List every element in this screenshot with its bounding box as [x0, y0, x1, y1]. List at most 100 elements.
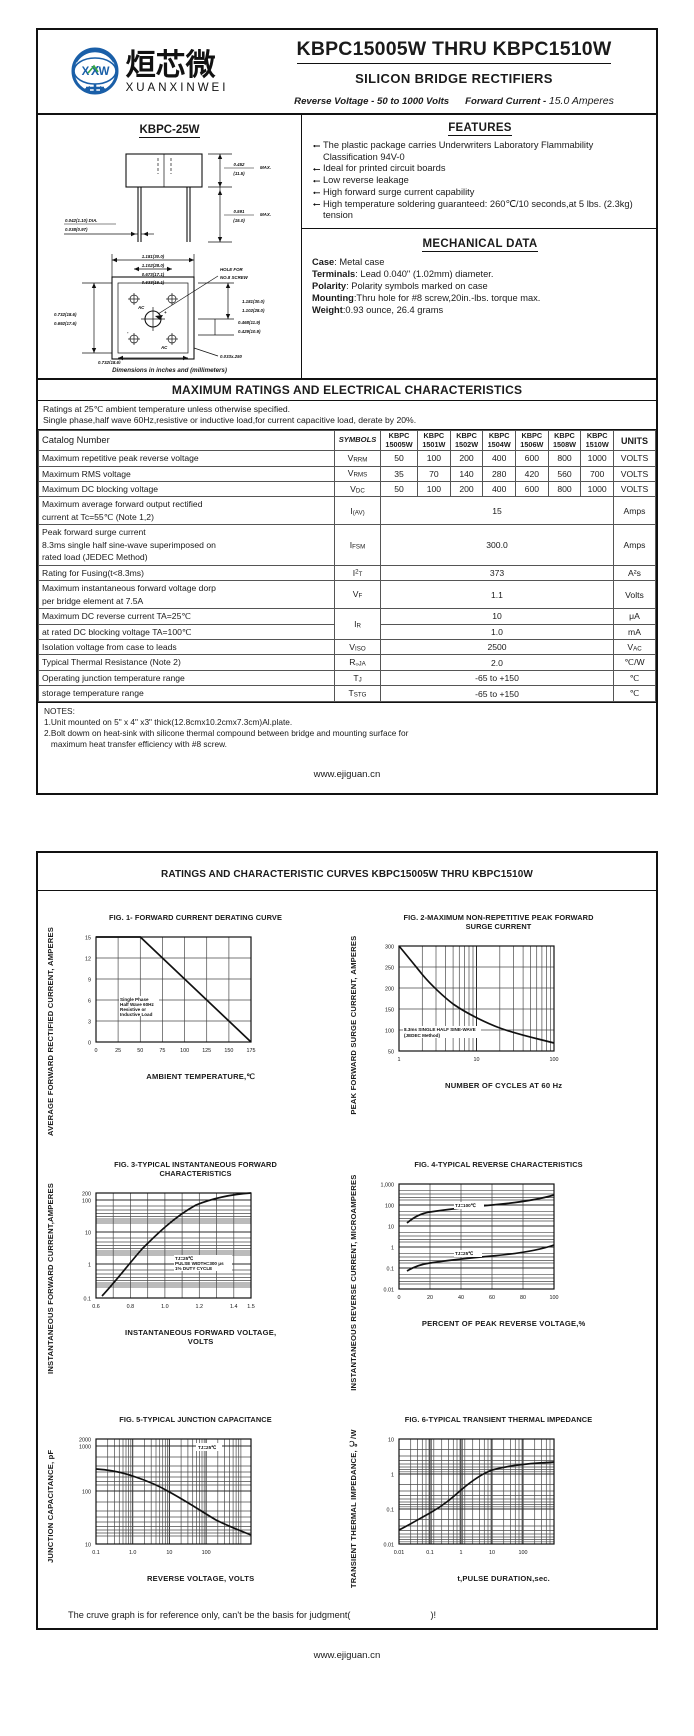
row-value-span: -65 to +150 — [380, 669, 614, 687]
row-unit: ℃ — [613, 669, 656, 687]
header-rating-line: Reverse Voltage - 50 to 1000 Volts Forwa… — [262, 95, 646, 107]
fig3-xtick: 1.4 — [230, 1304, 238, 1310]
row-desc: Maximum DC blocking voltage — [38, 481, 335, 498]
row-value: 420 — [515, 465, 549, 483]
company-name-cn: 烜芯微 — [125, 47, 216, 83]
fig2-ytick: 100 — [385, 1029, 394, 1035]
fig4-ylabel: INSTANTANEOUS REVERSE CURRENT, MICROAMPE… — [349, 1174, 358, 1391]
page2-footer-site[interactable]: www.ejiguan.cn — [313, 1650, 381, 1662]
mechanical-row: Polarity: Polarity symbols marked on cas… — [312, 281, 488, 292]
row-symbol: VRMS — [334, 465, 381, 483]
row-unit: ℃/W — [613, 654, 656, 671]
curves-grid: FIG. 1- FORWARD CURRENT DERATING CURVE A… — [38, 891, 656, 1599]
row-symbol: IFSM — [334, 524, 381, 566]
fig5-ytick: 10 — [85, 1543, 91, 1549]
row-value-span: 2.0 — [380, 654, 614, 671]
row-symbol: TJ — [334, 669, 381, 687]
mechanical-row: Terminals: Lead 0.040" (1.02mm) diameter… — [312, 269, 494, 279]
row-value: 50 — [379, 481, 419, 498]
mechanical-row: Weight:0.93 ounce, 26.4 grams — [312, 305, 444, 316]
dim-w2b: 0.633(16.1) — [142, 280, 165, 285]
fig2-ytick: 200 — [385, 987, 394, 993]
row-symbol: VISO — [334, 639, 381, 656]
fig1-xtick: 125 — [203, 1048, 212, 1054]
row-value-span: 15 — [380, 496, 614, 526]
row-value: 100 — [417, 450, 451, 467]
fig5-xtick: 100 — [202, 1550, 211, 1556]
fig5-title: FIG. 5-TYPICAL JUNCTION CAPACITANCE — [119, 1414, 272, 1424]
fig4-ytick: 100 — [385, 1204, 394, 1210]
table-row: Maximum DC reverse current TA=25℃ IR 10 … — [38, 608, 656, 641]
feature-item: High forward surge current capability — [312, 187, 648, 199]
page1-sheet: X X W 烜芯微 XUANXINWEI — [36, 28, 658, 795]
dim-h1b: (11.5) — [233, 171, 245, 176]
feature-item: The plastic package carries Underwriters… — [312, 140, 648, 163]
fig3-xtick: 0.6 — [93, 1304, 101, 1310]
table-row: storage temperature range TSTG -65 to +1… — [38, 685, 656, 702]
fig3-xtick: 1.2 — [196, 1304, 204, 1310]
col-units: UNITS — [613, 430, 656, 452]
fig1-xlabel: AMBIENT TEMPERATURE,℃ — [146, 1071, 256, 1081]
table-row: Maximum RMS voltage VRMS 35 70 140 280 4… — [38, 465, 656, 483]
row-value: 400 — [482, 481, 517, 498]
fig1-ytick: 12 — [85, 956, 91, 962]
fig6-xtick: 1 — [460, 1550, 463, 1556]
table-row: Maximum DC blocking voltage VDC 50 100 2… — [38, 481, 656, 498]
row-value: 600 — [515, 450, 549, 467]
fig1-ytick: 0 — [88, 1040, 91, 1046]
row-value: 600 — [515, 481, 549, 498]
fig3-xtick: 1.0 — [161, 1304, 169, 1310]
fig4-xtick: 80 — [520, 1295, 526, 1301]
ratings-prenote: Ratings at 25℃ ambient temperature unles… — [38, 401, 656, 431]
fig1-xtick: 150 — [225, 1048, 234, 1054]
fig5-ytick: 1000 — [79, 1445, 91, 1451]
row-value: 1000 — [580, 481, 614, 498]
row-value-span: 373 — [380, 564, 614, 582]
prenote-line-2: Single phase,half wave 60Hz,resistive or… — [43, 415, 417, 426]
header-titles: KBPC15005W THRU KBPC1510W SILICON BRIDGE… — [258, 30, 656, 113]
feature-item: High temperature soldering guaranteed: 2… — [312, 199, 648, 222]
fig1-ytick: 3 — [88, 1019, 91, 1025]
row-value: 700 — [580, 465, 614, 483]
row-value: 800 — [547, 481, 582, 498]
table-row: Peak forward surge current 8.3ms single … — [38, 524, 656, 566]
dim-h2b: (15.0) — [233, 218, 245, 223]
fig3-xtick: 0.8 — [127, 1304, 134, 1310]
fig4-ytick: 0.1 — [387, 1267, 395, 1273]
figure-3: FIG. 3-TYPICAL INSTANTANEOUS FORWARD CHAR… — [44, 1146, 347, 1401]
fig1-xtick: 25 — [115, 1048, 121, 1054]
fig5-annotation: TJ=25℃ — [198, 1444, 217, 1450]
fig2-plot: 300 250 200 150 100 50 1 10 100 8.3ms S — [359, 936, 648, 1115]
fig6-xtick: 0.01 — [394, 1550, 405, 1556]
fig1-ytick: 6 — [88, 998, 91, 1004]
row-symbol: VF — [334, 580, 381, 610]
company-name-en: XUANXINWEI — [125, 81, 229, 94]
fig6-ytick: 0.01 — [384, 1543, 395, 1549]
fig2-annotation: 8.3ms SINGLE HALF SINE-WAVE — [404, 1027, 476, 1032]
dim-r1: 1.181(30.0) — [242, 299, 265, 304]
mechanical-data-box: MECHANICAL DATA Case: Metal case Termina… — [302, 229, 656, 323]
row-symbol: TSTG — [334, 685, 381, 702]
row-value: 200 — [449, 450, 484, 467]
dim-lead-dia: 0.042(1.10) DIA. — [65, 218, 97, 223]
features-list: The plastic package carries Underwriters… — [312, 140, 648, 222]
row-value: 70 — [417, 465, 451, 483]
fig5-xtick: 1.0 — [129, 1550, 137, 1556]
row-unit: VAC — [613, 639, 656, 656]
table-row: Operating junction temperature range TJ … — [38, 669, 656, 687]
fig4-title: FIG. 4-TYPICAL REVERSE CHARACTERISTICS — [414, 1159, 583, 1169]
row-value-span: 10 — [380, 608, 614, 625]
fig6-xtick: 0.1 — [427, 1550, 435, 1556]
page1-footer-site[interactable]: www.ejiguan.cn — [313, 768, 381, 780]
row-desc: Maximum DC reverse current TA=25℃ — [38, 608, 335, 625]
row-value: 280 — [482, 465, 517, 483]
fig4-xtick: 0 — [398, 1295, 401, 1301]
product-subtitle: SILICON BRIDGE RECTIFIERS — [355, 71, 553, 86]
row-desc: Maximum repetitive peak reverse voltage — [38, 450, 335, 467]
package-drawing-panel: KBPC-25W — [38, 115, 302, 378]
fig1-ytick: 9 — [88, 977, 91, 983]
hole-callout-1: HOLE FOR — [220, 267, 244, 272]
row-unit: A²s — [613, 564, 656, 582]
fig3-xtick: 1.5 — [248, 1304, 256, 1310]
fig1-annotation: Single Phase — [120, 997, 149, 1002]
